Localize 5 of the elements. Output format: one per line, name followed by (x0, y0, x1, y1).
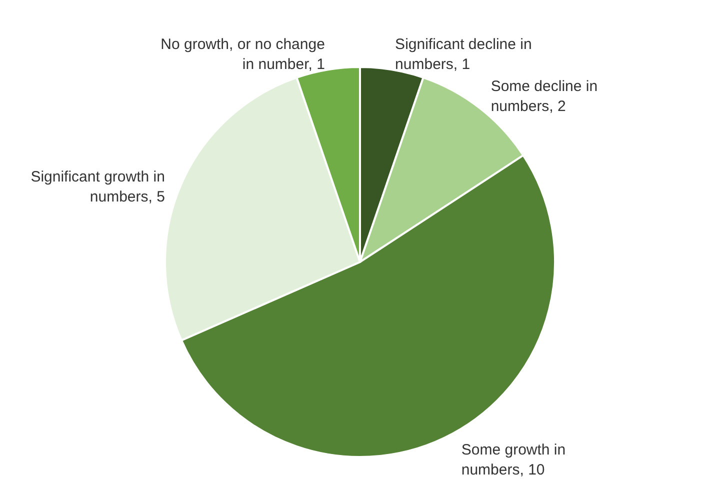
slice-label: Some decline in numbers, 2 (490, 78, 598, 115)
slice-label: Significant decline in numbers, 1 (395, 36, 532, 73)
slice-label: Some growth in numbers, 10 (461, 441, 566, 478)
slice-label: No growth, or no change in number, 1 (160, 36, 325, 73)
slice-label: Significant growth in numbers, 5 (30, 168, 165, 206)
